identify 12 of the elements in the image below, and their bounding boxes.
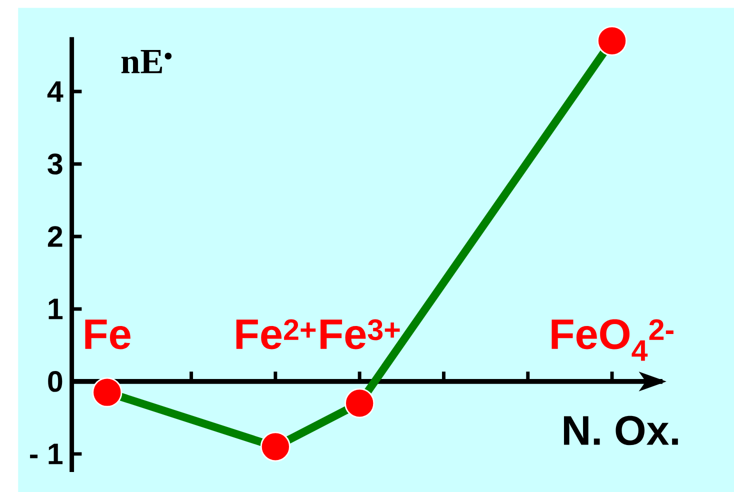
x-tick-label: Fe — [85, 319, 130, 350]
y-tick-label: - 1 — [30, 444, 63, 464]
x-tick-label: Fe$^{2+}$ — [236, 319, 316, 350]
y-tick-label: 4 — [47, 81, 64, 102]
x-tick-label: FeO$_{4}$2- — [552, 319, 674, 361]
y-tick-label: 3 — [48, 153, 62, 174]
y-tick-label: 2 — [48, 226, 62, 247]
x-axis-title: N. Ox. — [564, 416, 678, 445]
y-axis-title: nE$^{•}$ — [121, 50, 172, 73]
y-tick-label: 1 — [48, 298, 63, 319]
x-tick-label: Fe$^{3+}$ — [320, 319, 400, 350]
y-tick-label: 0 — [48, 370, 62, 392]
